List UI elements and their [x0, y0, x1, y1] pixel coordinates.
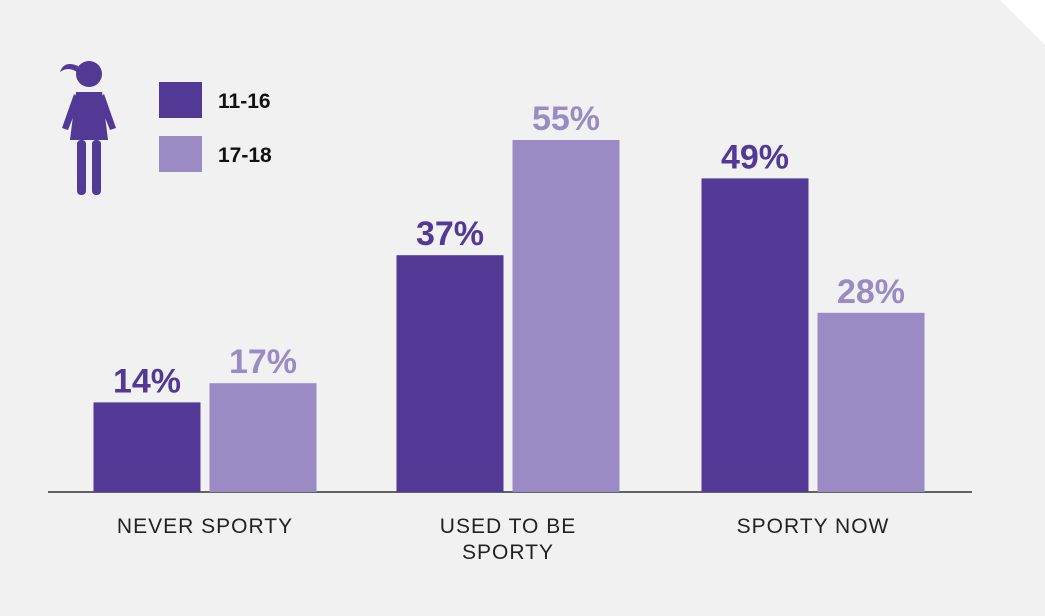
x-tick-label: USED TO BE SPORTY [439, 515, 577, 564]
data-label: 55% [532, 100, 600, 138]
x-tick-label: SPORTY NOW [736, 515, 890, 538]
data-label: 14% [113, 362, 181, 400]
data-label: 37% [416, 215, 484, 253]
data-label: 49% [721, 138, 789, 176]
data-label: 17% [229, 343, 297, 381]
bar [817, 312, 925, 492]
bar [512, 140, 620, 492]
bar [701, 178, 809, 492]
legend-label: 11-16 [218, 90, 271, 113]
bar [209, 383, 317, 492]
legend-label: 17-18 [218, 144, 272, 167]
bar [93, 402, 201, 492]
bar [396, 255, 504, 492]
data-label: 28% [837, 273, 905, 311]
legend-swatch [159, 136, 202, 172]
legend-swatch [159, 82, 202, 118]
girl-icon [60, 61, 116, 195]
x-tick-label: NEVER SPORTY [116, 515, 294, 538]
